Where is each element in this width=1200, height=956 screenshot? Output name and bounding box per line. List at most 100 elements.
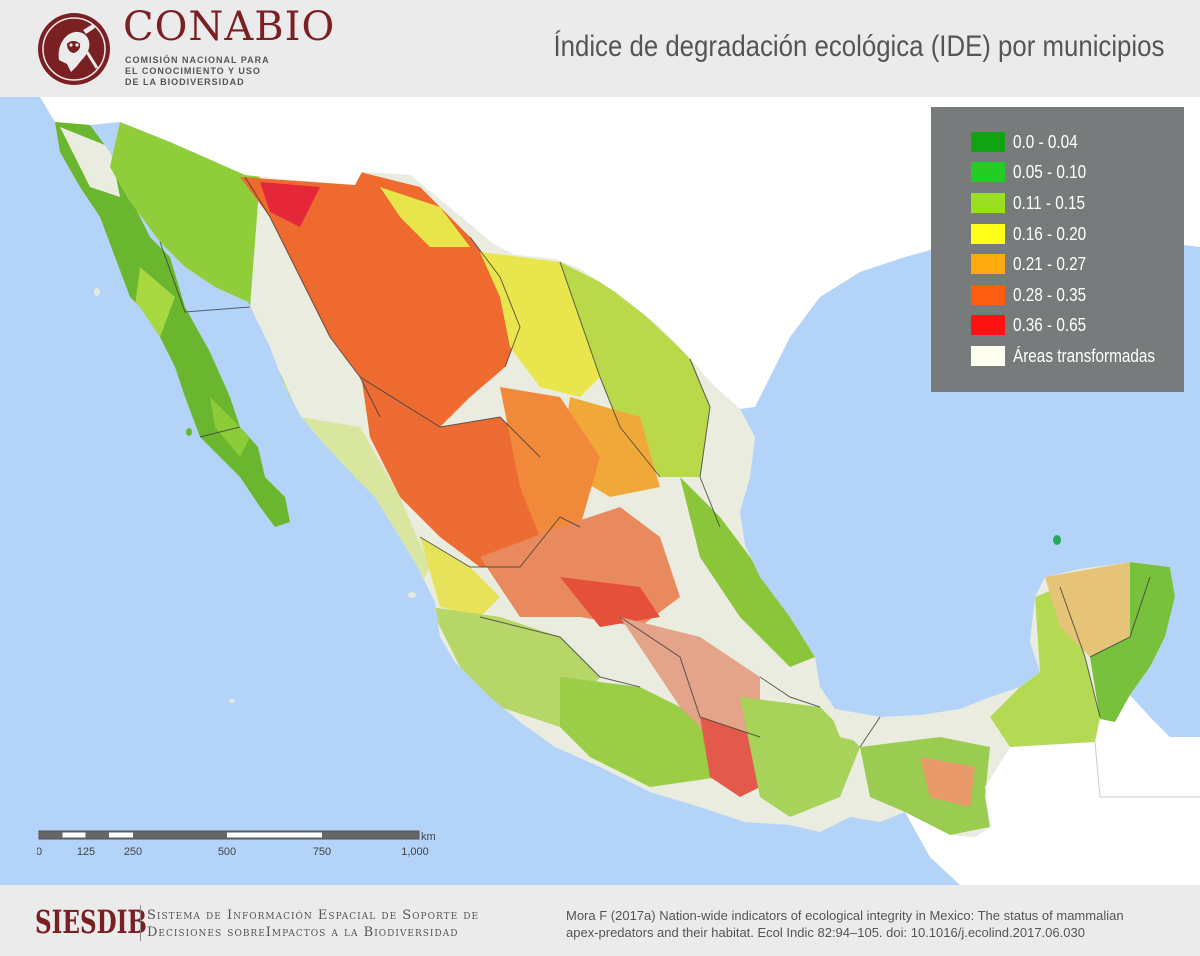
region-tamaulipas <box>690 357 755 545</box>
scale-tick: 0 <box>37 846 42 858</box>
scale-tick: 1,000 <box>401 846 429 858</box>
scale-tick: 250 <box>124 846 142 858</box>
region-morelos-puebla <box>620 617 760 747</box>
legend-swatch <box>971 162 1005 182</box>
legend-item: 0.28 - 0.35 <box>971 285 1099 305</box>
footer-divider <box>140 905 141 941</box>
region-chiapas <box>860 737 990 835</box>
state-border <box>359 376 541 458</box>
org-name: CONABIO <box>123 4 336 50</box>
legend-item: 0.16 - 0.20 <box>971 224 1099 244</box>
state-border <box>1089 576 1151 658</box>
conabio-logo-icon <box>38 13 110 85</box>
legend-item: 0.11 - 0.15 <box>971 193 1098 213</box>
siesdib-logo-text: SIESDIB <box>35 903 147 941</box>
legend-swatch <box>971 224 1005 244</box>
scale-segment <box>227 832 322 838</box>
map-title: Índice de degradación ecológica (IDE) po… <box>553 30 1164 63</box>
scale-segment <box>62 832 86 838</box>
region-nuevo-leon <box>560 262 720 477</box>
legend-label: 0.0 - 0.04 <box>1013 131 1078 152</box>
scale-tick: 750 <box>313 846 331 858</box>
state-border <box>244 176 381 418</box>
legend-label: 0.11 - 0.15 <box>1013 192 1086 213</box>
org-subtitle-line: COMISIÓN NACIONAL PARA <box>125 55 270 65</box>
island <box>94 288 100 296</box>
legend-swatch <box>971 285 1005 305</box>
baja-patch <box>60 127 120 197</box>
region-oaxaca <box>740 697 860 817</box>
legend-label: 0.05 - 0.10 <box>1013 161 1087 182</box>
legend-label: 0.28 - 0.35 <box>1013 284 1087 305</box>
legend-label: 0.16 - 0.20 <box>1013 223 1087 244</box>
scale-unit: km <box>421 831 436 843</box>
legend-item: 0.0 - 0.04 <box>971 132 1089 152</box>
scale-bar: km 0 125 250 500 750 1,000 <box>37 830 436 858</box>
region-quintana-roo <box>1090 562 1175 722</box>
legend-item: Áreas transformadas <box>971 346 1180 366</box>
island <box>408 592 416 598</box>
region-nayarit-yellow <box>420 537 500 617</box>
siesdib-desc-line: Decisiones sobreImpactos a la Biodiversi… <box>147 925 459 940</box>
region-jalisco <box>430 607 600 727</box>
region-chihuahua-east-yellow <box>380 187 470 247</box>
org-subtitle: COMISIÓN NACIONAL PARA EL CONOCIMIENTO Y… <box>125 55 270 88</box>
state-border <box>619 616 761 738</box>
map-legend: 0.0 - 0.04 0.05 - 0.10 0.11 - 0.15 0.16 … <box>931 107 1184 392</box>
legend-label: Áreas transformadas <box>1013 345 1156 366</box>
baja-patch <box>135 267 175 337</box>
region-durango <box>360 367 560 567</box>
islands <box>94 288 1061 703</box>
island <box>186 428 192 436</box>
state-border <box>859 716 881 748</box>
citation-line: apex-predators and their habitat. Ecol I… <box>566 925 1085 940</box>
legend-item: 0.21 - 0.27 <box>971 254 1099 274</box>
island <box>229 699 235 703</box>
country-border <box>1094 741 1200 798</box>
usa-land <box>0 97 1200 409</box>
state-border <box>419 516 581 568</box>
legend-swatch <box>971 315 1005 335</box>
scale-tick: 125 <box>77 846 95 858</box>
region-chihuahua-red <box>260 182 320 227</box>
region-tabasco <box>820 687 960 747</box>
state-border <box>479 616 641 688</box>
region-guerrero <box>560 677 720 787</box>
scale-segment <box>109 832 133 838</box>
region-veracruz <box>680 477 815 667</box>
region-chiapas-orange <box>920 757 975 807</box>
region-central-red <box>560 577 660 627</box>
island <box>1053 535 1061 545</box>
region-yucatan <box>1045 562 1150 657</box>
legend-item: 0.05 - 0.10 <box>971 162 1099 182</box>
baja-patch <box>210 397 250 457</box>
footer: SIESDIB Sistema de Información Espacial … <box>0 885 1200 956</box>
legend-item: 0.36 - 0.65 <box>971 315 1099 335</box>
legend-label: 0.36 - 0.65 <box>1013 314 1087 335</box>
scale-tick: 500 <box>218 846 236 858</box>
siesdib-description: Sistema de Información Espacial de Sopor… <box>147 907 479 941</box>
header: CONABIO COMISIÓN NACIONAL PARA EL CONOCI… <box>0 0 1200 97</box>
state-border <box>759 676 821 708</box>
state-border <box>1059 586 1101 718</box>
state-border <box>199 426 241 438</box>
legend-swatch <box>971 132 1005 152</box>
siesdib-desc-line: Sistema de Información Espacial de Sopor… <box>147 908 480 923</box>
mexico-choropleth-map[interactable] <box>0 97 1200 885</box>
citation: Mora F (2017a) Nation-wide indicators of… <box>566 907 1186 941</box>
region-zacatecas <box>500 387 600 537</box>
org-subtitle-line: DE LA BIODIVERSIDAD <box>125 77 245 87</box>
state-borders <box>159 176 1151 748</box>
state-border <box>689 358 721 528</box>
guatemala-belize-land <box>905 695 1200 885</box>
legend-label: 0.21 - 0.27 <box>1013 253 1087 274</box>
org-subtitle-line: EL CONOCIMIENTO Y USO <box>125 66 261 76</box>
legend-swatch <box>971 346 1005 366</box>
legend-swatch <box>971 254 1005 274</box>
legend-swatch <box>971 193 1005 213</box>
state-border <box>159 241 251 313</box>
state-border <box>469 236 521 368</box>
map-area[interactable]: 0.0 - 0.04 0.05 - 0.10 0.11 - 0.15 0.16 … <box>0 97 1200 885</box>
citation-line: Mora F (2017a) Nation-wide indicators of… <box>566 908 1124 923</box>
state-border <box>559 261 661 478</box>
